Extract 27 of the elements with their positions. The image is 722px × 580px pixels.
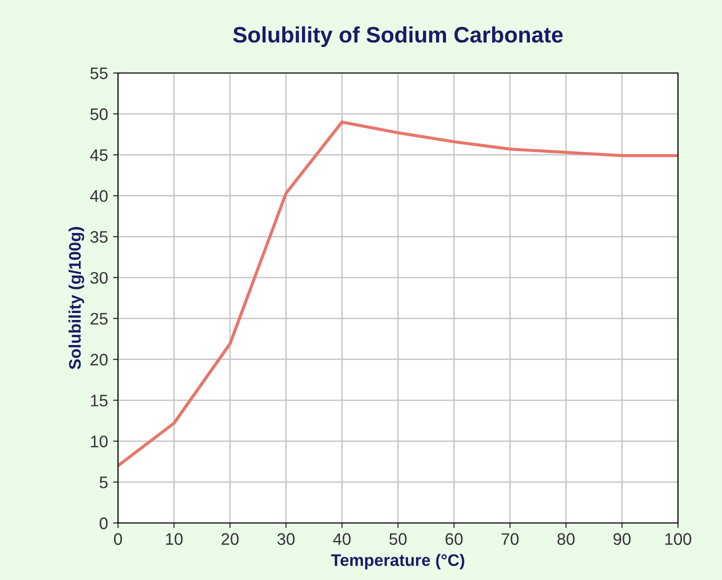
y-tick-label: 40 [90,190,108,202]
y-tick-label: 15 [91,394,108,406]
x-tick-label: 20 [222,533,239,545]
x-tick-label: 30 [277,533,295,545]
y-tick-label: 0 [100,517,108,530]
y-tick-label: 10 [91,436,108,448]
y-tick-label: 25 [90,312,108,325]
x-tick-label: 100 [665,533,692,545]
x-tick-label: 70 [502,533,519,545]
y-tick-label: 45 [90,149,108,162]
x-axis-title: Temperature (°C) [331,554,464,570]
y-tick-label: 20 [90,354,108,366]
x-tick-label: 80 [557,533,575,545]
x-tick-label: 50 [389,533,407,545]
x-tick-label: 90 [614,533,631,545]
chart-title: Solubility of Sodium Carbonate [233,26,563,48]
y-tick-label: 35 [90,231,108,243]
y-tick-label: 55 [90,68,108,80]
y-tick-label: 5 [100,476,108,488]
x-tick-label: 0 [114,533,122,545]
y-axis-title: Solubility (g/100g) [68,227,84,370]
x-tick-label: 40 [333,533,351,545]
x-tick-label: 10 [166,533,183,545]
y-tick-label: 50 [90,108,108,120]
x-tick-label: 60 [446,533,463,545]
y-tick-label: 30 [90,272,108,284]
line-series [118,120,678,468]
